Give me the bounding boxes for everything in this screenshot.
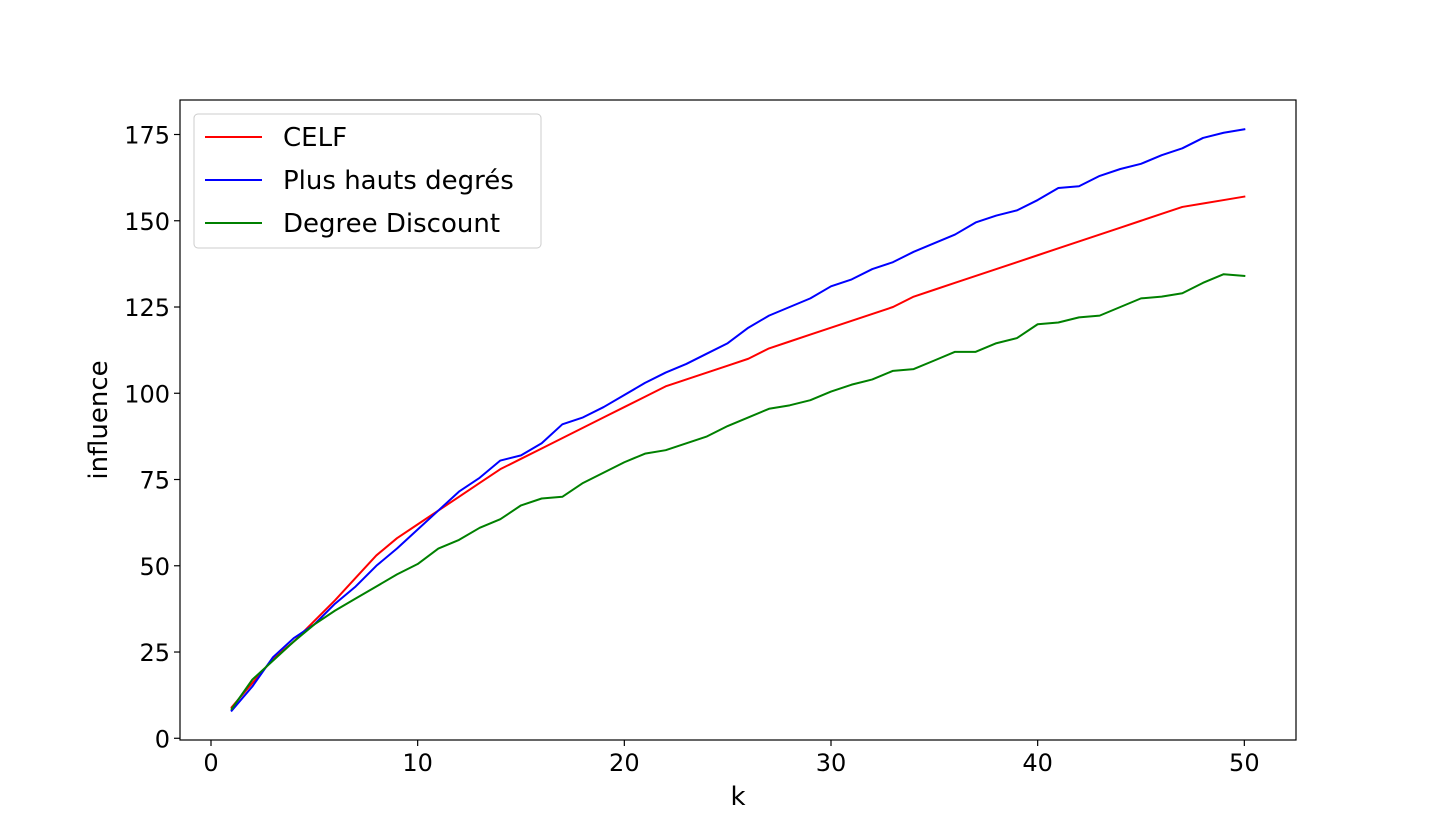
y-tick-label: 175 <box>124 122 170 150</box>
y-tick-label: 100 <box>124 380 170 408</box>
y-tick-label: 75 <box>139 467 170 495</box>
x-tick-label: 40 <box>1022 749 1053 777</box>
series-line-1 <box>230 128 1246 713</box>
legend-label-0: CELF <box>283 123 347 153</box>
x-tick-label: 30 <box>816 749 847 777</box>
x-tick-label: 10 <box>402 749 433 777</box>
x-axis-ticks: 0 10 20 30 40 50 <box>203 740 1260 777</box>
series-lines <box>230 128 1246 713</box>
y-tick-label: 50 <box>139 553 170 581</box>
x-tick-label: 0 <box>203 749 218 777</box>
y-tick-label: 0 <box>155 725 170 753</box>
legend: CELF Plus hauts degrés Degree Discount <box>193 113 542 249</box>
legend-label-2: Degree Discount <box>283 209 500 239</box>
x-tick-label: 20 <box>609 749 640 777</box>
legend-label-1: Plus hauts degrés <box>283 166 514 196</box>
y-axis-ticks: 0 25 50 75 100 125 150 175 <box>124 122 180 753</box>
plot-frame <box>179 99 1297 741</box>
x-tick-label: 50 <box>1229 749 1260 777</box>
y-tick-label: 150 <box>124 208 170 236</box>
series-line-0 <box>230 195 1246 709</box>
x-axis-label: k <box>730 782 745 812</box>
series-line-2 <box>230 273 1246 711</box>
y-tick-label: 125 <box>124 294 170 322</box>
y-axis-label: influence <box>84 360 114 479</box>
legend-box <box>193 113 542 249</box>
y-tick-label: 25 <box>139 639 170 667</box>
